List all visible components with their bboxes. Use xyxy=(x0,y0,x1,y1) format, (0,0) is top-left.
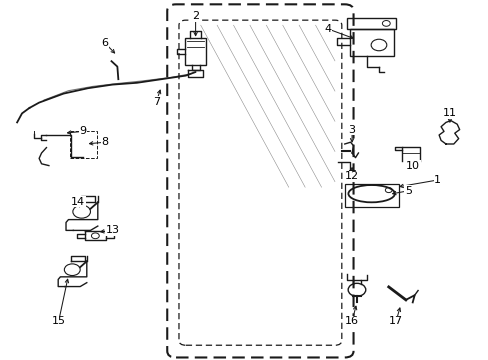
Text: 4: 4 xyxy=(324,24,330,34)
Bar xyxy=(344,184,398,207)
Text: 1: 1 xyxy=(433,175,440,185)
Bar xyxy=(70,131,97,158)
Bar xyxy=(184,38,206,65)
Text: 5: 5 xyxy=(404,186,411,196)
Text: 16: 16 xyxy=(345,316,358,326)
Bar xyxy=(346,18,395,29)
Text: 14: 14 xyxy=(71,197,85,207)
Text: 12: 12 xyxy=(345,171,358,181)
Text: 8: 8 xyxy=(102,137,108,147)
Text: 11: 11 xyxy=(442,108,456,118)
Text: 10: 10 xyxy=(406,161,419,171)
Text: 2: 2 xyxy=(192,11,199,21)
Bar xyxy=(349,29,393,56)
Text: 17: 17 xyxy=(388,316,402,326)
Text: 13: 13 xyxy=(105,225,119,235)
Text: 6: 6 xyxy=(102,38,108,48)
Text: 9: 9 xyxy=(80,126,86,136)
Text: 15: 15 xyxy=(52,316,65,326)
Text: 3: 3 xyxy=(348,125,355,135)
Text: 7: 7 xyxy=(153,96,160,107)
